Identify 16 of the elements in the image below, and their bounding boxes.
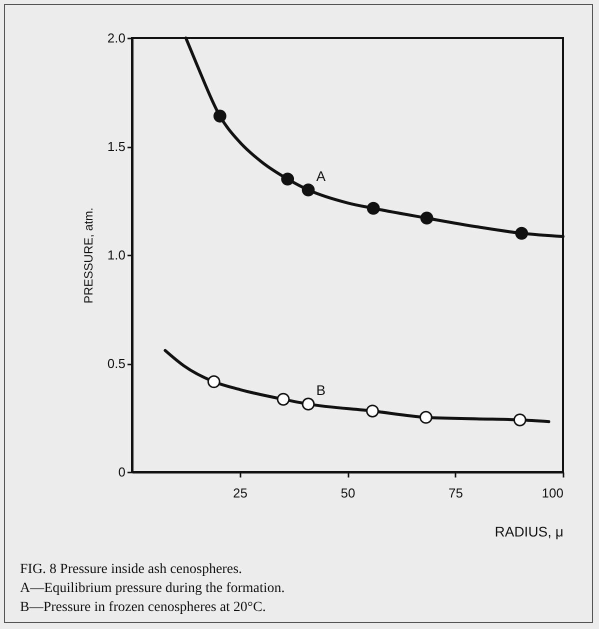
y-axis-title: PRESSURE, atm. bbox=[81, 207, 96, 304]
y-tick-label: 0.5 bbox=[107, 356, 126, 371]
x-tick-label: 100 bbox=[542, 486, 564, 500]
text: A—Equilibrium pressure during the formation. bbox=[20, 580, 285, 598]
y-tick-label: 2.0 bbox=[107, 30, 126, 46]
text: FIG. 8 Pressure inside ash cenospheres. bbox=[20, 561, 244, 579]
series-label: B bbox=[316, 382, 326, 398]
text: B—Pressure in frozen cenospheres at 20°C. bbox=[20, 599, 267, 617]
x-tick-label: 25 bbox=[233, 486, 248, 500]
y-tick-label: 0 bbox=[118, 464, 126, 480]
y-tick-label: 1.5 bbox=[107, 139, 126, 154]
series-label: A bbox=[316, 168, 326, 184]
x-tick-label: 50 bbox=[340, 486, 356, 500]
x-axis-title: RADIUS, μ bbox=[494, 524, 564, 540]
y-tick-label: 1.0 bbox=[107, 248, 126, 262]
x-tick-label: 75 bbox=[448, 486, 463, 500]
